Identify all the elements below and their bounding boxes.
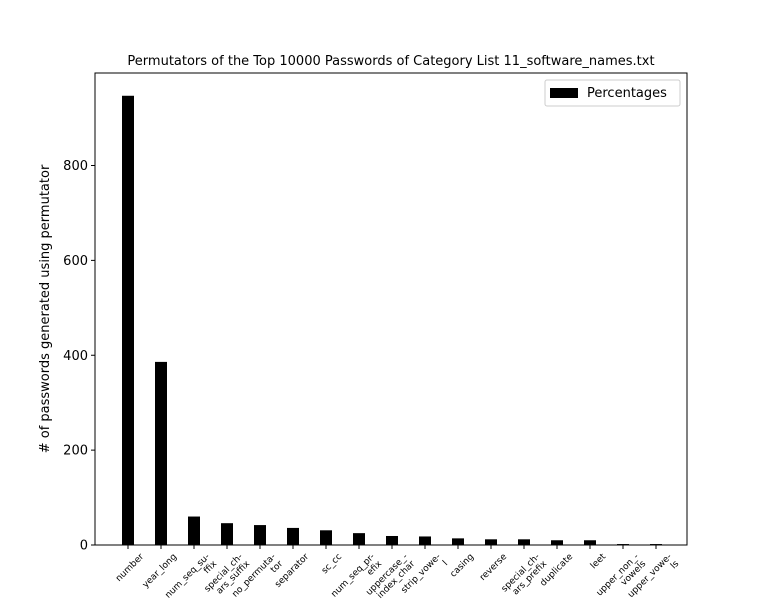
x-tick-label: number [114,552,146,584]
y-axis: 0 200 400 600 800 [63,159,95,554]
bar [122,95,134,546]
y-axis-label: # of passwords generated using permutato… [38,164,53,453]
bar [353,533,365,545]
bar [485,539,497,545]
plot-area [122,95,662,546]
y-tick-label: 200 [63,444,88,459]
bar [287,527,299,545]
bar [254,525,266,545]
bar [221,523,233,545]
bar [386,535,398,545]
bar [584,540,596,545]
y-tick-label: 800 [63,159,88,174]
bar [320,530,332,545]
bar [419,536,431,545]
y-tick-label: 600 [63,254,88,269]
x-tick-label: reverse [478,552,509,583]
y-tick-label: 0 [80,539,88,554]
x-tick-label-line: sc_cc [320,552,344,576]
bar [155,361,167,545]
x-tick-label-line: leet [589,552,608,571]
bar [518,539,530,545]
x-tick-label-line: l [441,559,450,568]
x-axis: numberyear_longnum_seq_su-ffixspecial_ch… [114,545,681,601]
x-tick-label: sc_cc [320,552,344,576]
y-tick-label: 400 [63,349,88,364]
x-tick-label-line: number [114,552,146,584]
x-tick-label: leet [589,552,608,571]
chart-title: Permutators of the Top 10000 Passwords o… [127,54,654,69]
bar [188,516,200,545]
legend: Percentages [544,79,681,107]
legend-label: Percentages [587,86,667,101]
bar [551,540,563,545]
x-tick-label-line: casing [448,552,476,580]
legend-box [544,79,681,107]
plot-frame [94,72,688,546]
x-tick-label: casing [448,552,476,580]
x-tick-label-line: reverse [478,552,509,583]
legend-swatch [550,88,578,98]
bar [452,538,464,545]
